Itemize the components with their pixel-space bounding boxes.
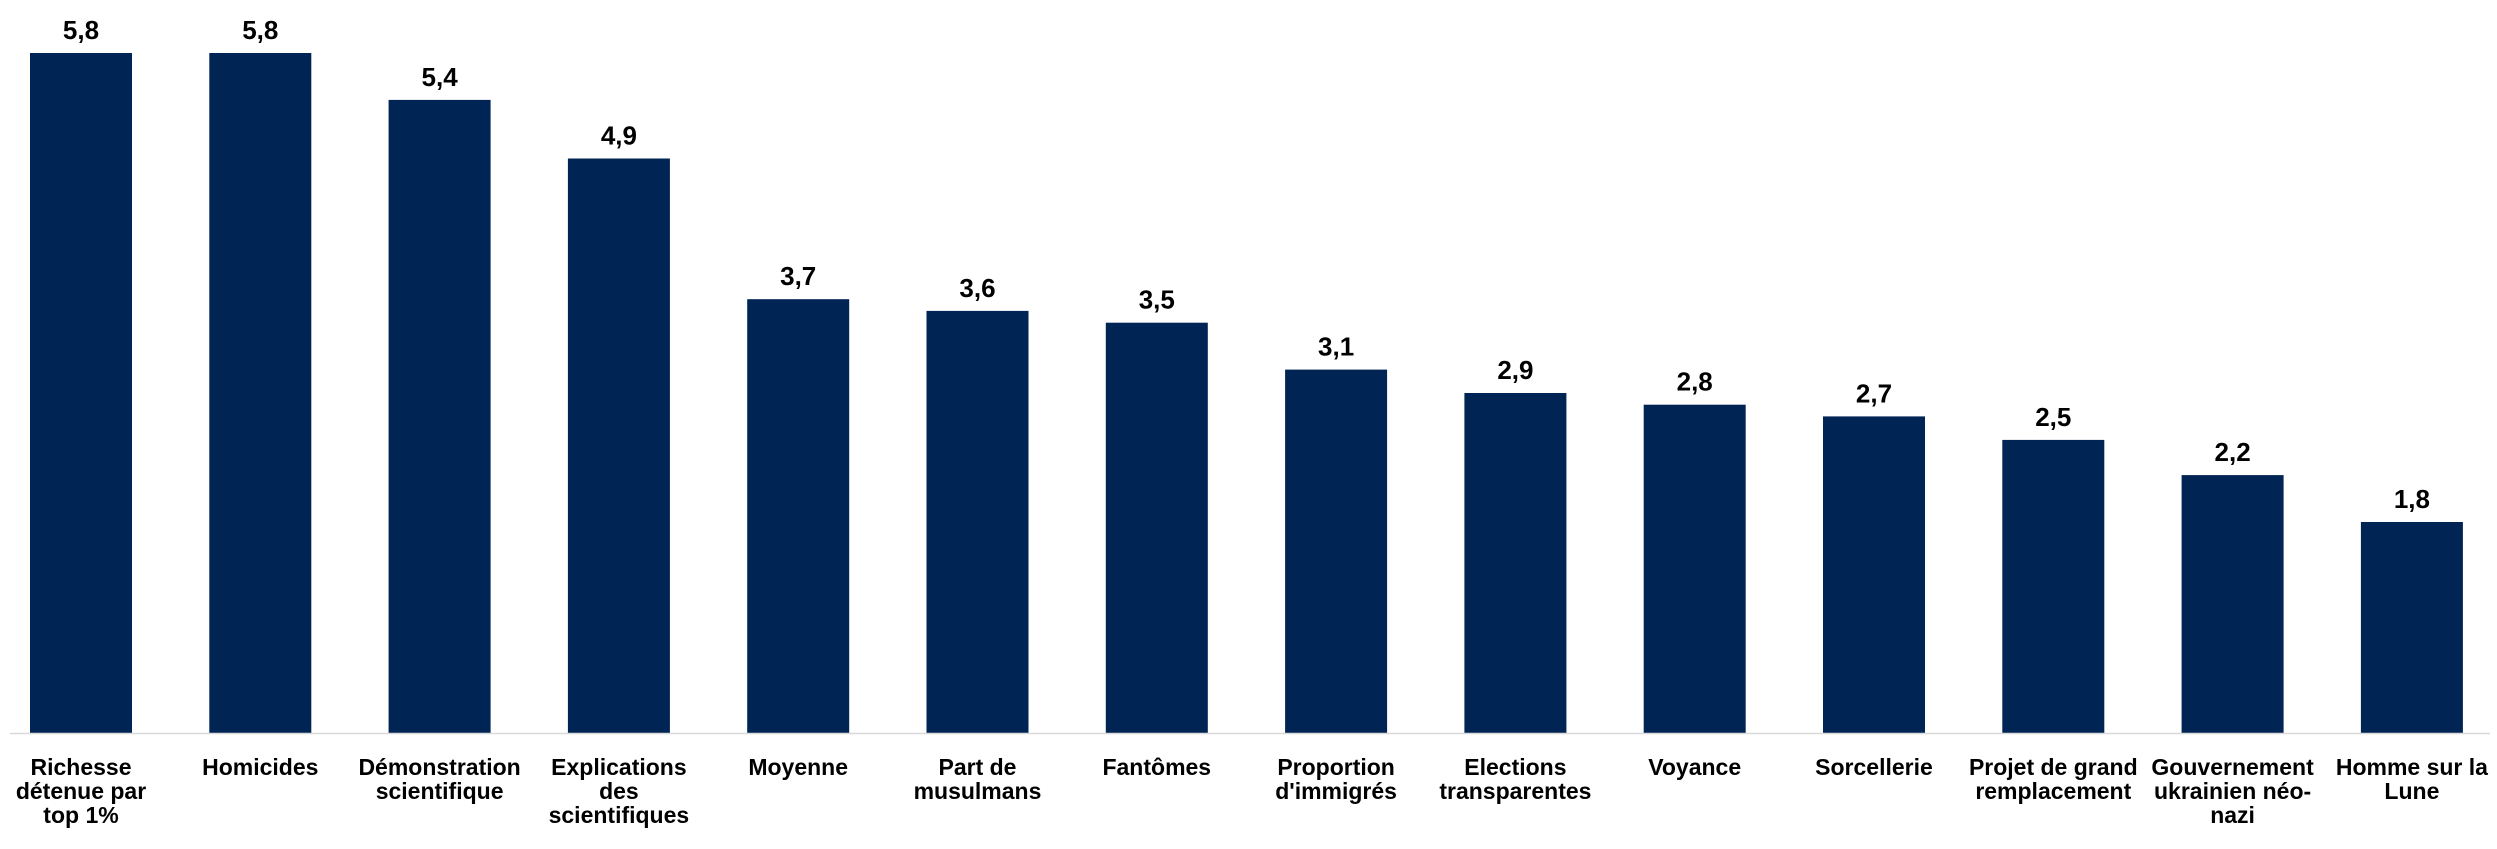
category-label-line: Sorcellerie bbox=[1815, 754, 1933, 780]
category-label-13: Gouvernement ukrainien néo-nazi bbox=[2151, 754, 2314, 828]
value-label-14: 1,8 bbox=[2394, 484, 2430, 514]
category-label-line: détenue par bbox=[16, 778, 146, 804]
category-label-line: d'immigrés bbox=[1275, 778, 1397, 804]
category-label-line: Fantômes bbox=[1102, 754, 1211, 780]
category-label-line: transparentes bbox=[1439, 778, 1591, 804]
bar-9 bbox=[1464, 393, 1567, 733]
category-label-line: ukrainien néo- bbox=[2154, 778, 2311, 804]
value-label-6: 3,6 bbox=[959, 273, 995, 303]
category-label-12: Projet de grand remplacement bbox=[1969, 754, 2138, 804]
category-label-line: Démonstration bbox=[358, 754, 520, 780]
value-label-3: 5,4 bbox=[422, 62, 459, 92]
category-label-line: Lune bbox=[2384, 778, 2439, 804]
category-label-line: scientifique bbox=[376, 778, 504, 804]
bar-3 bbox=[388, 99, 491, 733]
bar-8 bbox=[1285, 369, 1388, 733]
category-label-line: Richesse bbox=[30, 754, 131, 780]
category-label-line: Part de bbox=[939, 754, 1017, 780]
value-label-2: 5,8 bbox=[242, 15, 278, 45]
value-label-11: 2,7 bbox=[1856, 378, 1892, 408]
category-label-line: remplacement bbox=[1975, 778, 2131, 804]
category-label-10: Voyance bbox=[1648, 754, 1741, 780]
category-label-14: Homme sur la Lune bbox=[2336, 754, 2488, 804]
category-label-line: Homicides bbox=[202, 754, 318, 780]
value-label-10: 2,8 bbox=[1677, 367, 1713, 397]
category-label-5: Moyenne bbox=[748, 754, 848, 780]
bar-14 bbox=[2360, 522, 2463, 733]
category-label-line: Proportion bbox=[1277, 754, 1395, 780]
category-label-3: Démonstration scientifique bbox=[358, 754, 520, 804]
bar-4 bbox=[567, 158, 670, 733]
category-label-line: Homme sur la bbox=[2336, 754, 2488, 780]
category-label-line: Elections bbox=[1464, 754, 1566, 780]
bar-10 bbox=[1643, 404, 1746, 733]
value-label-13: 2,2 bbox=[2215, 437, 2251, 467]
value-label-8: 3,1 bbox=[1318, 332, 1354, 362]
category-label-line: Voyance bbox=[1648, 754, 1741, 780]
value-label-12: 2,5 bbox=[2035, 402, 2071, 432]
category-label-7: Fantômes bbox=[1102, 754, 1211, 780]
bars-layer bbox=[30, 53, 2463, 733]
category-labels-layer: Richesse détenue par top 1% Homicides Démons… bbox=[16, 754, 2488, 828]
category-label-line: top 1% bbox=[43, 802, 118, 828]
value-label-9: 2,9 bbox=[1497, 355, 1533, 385]
bar-12 bbox=[2002, 439, 2105, 733]
bar-6 bbox=[926, 310, 1029, 733]
category-label-line: musulmans bbox=[914, 778, 1042, 804]
category-label-11: Sorcellerie bbox=[1815, 754, 1933, 780]
category-label-line: Gouvernement bbox=[2151, 754, 2314, 780]
category-label-line: nazi bbox=[2210, 802, 2255, 828]
bar-11 bbox=[1823, 416, 1925, 733]
bar-2 bbox=[209, 53, 312, 733]
value-label-4: 4,9 bbox=[601, 121, 637, 151]
category-label-line: des bbox=[599, 778, 639, 804]
category-label-1: Richesse détenue par top 1% bbox=[16, 754, 146, 828]
bar-5 bbox=[747, 299, 850, 733]
value-labels-layer: 5,8 5,8 5,4 4,9 3,7 3,6 3,5 3,1 2,9 2,8 2,7 2,5 2,2 1… bbox=[63, 15, 2430, 514]
value-label-1: 5,8 bbox=[63, 15, 99, 45]
value-label-5: 3,7 bbox=[780, 261, 816, 291]
bar-7 bbox=[1105, 322, 1208, 733]
category-label-line: scientifiques bbox=[549, 802, 690, 828]
bar-13 bbox=[2181, 475, 2284, 733]
category-label-4: Explications des scientifiques bbox=[549, 754, 690, 828]
category-label-8: Proportion d'immigrés bbox=[1275, 754, 1397, 804]
category-label-line: Projet de grand bbox=[1969, 754, 2138, 780]
category-label-9: Elections transparentes bbox=[1439, 754, 1591, 804]
category-label-2: Homicides bbox=[202, 754, 318, 780]
category-label-line: Explications bbox=[551, 754, 686, 780]
bar-1 bbox=[30, 53, 132, 733]
category-label-6: Part de musulmans bbox=[914, 754, 1042, 804]
category-label-line: Moyenne bbox=[748, 754, 848, 780]
value-label-7: 3,5 bbox=[1139, 285, 1175, 315]
